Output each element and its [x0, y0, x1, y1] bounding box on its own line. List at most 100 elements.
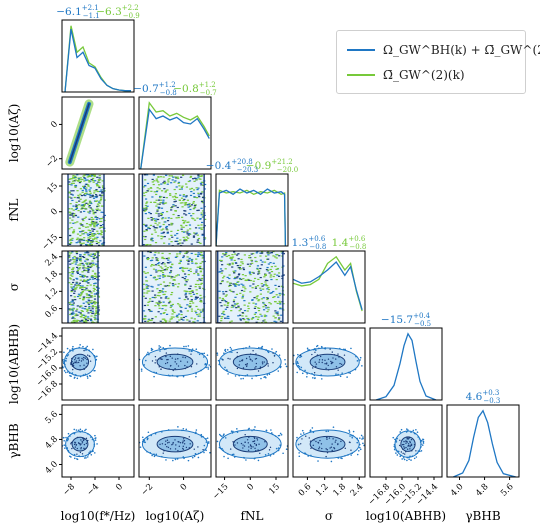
sample-point: [171, 310, 175, 312]
sample-point: [87, 254, 90, 256]
sample-point: [192, 178, 195, 180]
sample-point: [202, 435, 204, 438]
sample-point: [71, 365, 74, 367]
sample-point: [193, 232, 196, 234]
sample-point: [182, 195, 185, 197]
sample-point: [80, 276, 83, 278]
contour-inner: [309, 353, 346, 371]
sample-point: [82, 185, 85, 187]
sample-point: [73, 180, 76, 182]
sample-point: [71, 312, 74, 314]
sample-point: [252, 350, 254, 352]
sample-point: [90, 253, 93, 255]
sample-point: [184, 203, 188, 205]
sample-point: [313, 372, 316, 374]
y-axis-label-fNL: fNL: [7, 199, 21, 222]
sample-point: [313, 439, 315, 441]
sample-point: [231, 432, 234, 434]
sample-point: [360, 434, 363, 437]
sample-point: [95, 240, 98, 243]
x-tick-label: 1.8: [331, 482, 348, 499]
sample-point: [226, 349, 229, 351]
sample-point: [165, 257, 168, 260]
sample-point: [167, 446, 170, 449]
sample-point: [265, 307, 268, 309]
sample-point: [76, 271, 79, 273]
panel-frame: [61, 250, 135, 324]
sample-point: [256, 268, 259, 270]
sample-point: [63, 370, 66, 372]
sample-point: [186, 361, 189, 363]
panel-frame: [138, 404, 212, 478]
marginal-title-gamma-combined: 4.6+0.3 −0.3: [466, 389, 501, 405]
sample-point: [187, 206, 190, 208]
sample-point: [327, 369, 330, 371]
sample-point: [165, 296, 168, 298]
sample-point: [255, 260, 258, 263]
sample-point: [213, 442, 215, 444]
sample-point: [82, 230, 85, 232]
sample-point: [168, 272, 172, 274]
sample-point: [161, 267, 164, 269]
sample-point: [94, 223, 98, 225]
sample-point: [95, 194, 98, 196]
sample-point: [243, 290, 246, 292]
sample-point: [201, 221, 204, 224]
sample-point: [169, 275, 172, 277]
sample-point: [206, 354, 209, 356]
sample-point: [150, 239, 153, 241]
sample-point: [89, 231, 92, 234]
sample-point: [82, 194, 86, 196]
joint-panel-sigma-vs-fNL: [217, 251, 286, 323]
sample-point: [416, 431, 419, 433]
sample-point: [82, 242, 85, 244]
sample-point: [178, 188, 181, 190]
sample-point: [253, 437, 256, 440]
sample-point: [85, 187, 88, 189]
sample-point: [147, 226, 150, 229]
sample-point: [255, 296, 258, 298]
sample-point: [160, 232, 163, 234]
sample-point: [83, 364, 85, 366]
sample-point: [187, 237, 190, 239]
sample-point: [86, 345, 89, 348]
sample-point: [180, 311, 183, 313]
sample-point: [90, 436, 92, 438]
sample-point: [315, 440, 317, 443]
marginal-line-combined: [216, 188, 287, 246]
sample-point: [248, 272, 252, 274]
sample-point: [88, 263, 92, 265]
sample-point: [321, 447, 323, 450]
sample-point: [248, 356, 251, 358]
sample-point: [252, 316, 255, 319]
sample-point: [77, 293, 81, 295]
sample-point: [257, 370, 260, 372]
x-axis-label-logf: log10(f*/Hz): [61, 509, 136, 523]
sample-point: [407, 443, 410, 445]
sample-point: [218, 433, 221, 436]
sample-point: [185, 252, 188, 255]
panel-frame: [61, 404, 135, 478]
sample-point: [94, 195, 97, 198]
sample-point: [87, 269, 91, 271]
sample-point: [83, 320, 86, 322]
sample-point: [257, 309, 261, 312]
sample-point: [265, 297, 268, 299]
sample-point: [222, 310, 225, 313]
sample-point: [350, 347, 352, 350]
sample-point: [189, 175, 193, 177]
sample-point: [158, 347, 160, 350]
sample-point: [253, 297, 256, 299]
sample-point: [85, 281, 88, 283]
sample-point: [183, 240, 186, 242]
sample-point: [200, 201, 204, 203]
sample-point: [93, 293, 97, 295]
sample-point: [80, 447, 82, 449]
sample-point: [169, 448, 172, 450]
sample-point: [83, 443, 86, 446]
sample-point: [86, 309, 90, 311]
sample-point: [88, 305, 91, 308]
marginal-title-sigma-scalar: 1.4+0.6 −0.8: [332, 235, 367, 251]
sample-point: [179, 202, 182, 204]
sample-point: [142, 310, 146, 312]
